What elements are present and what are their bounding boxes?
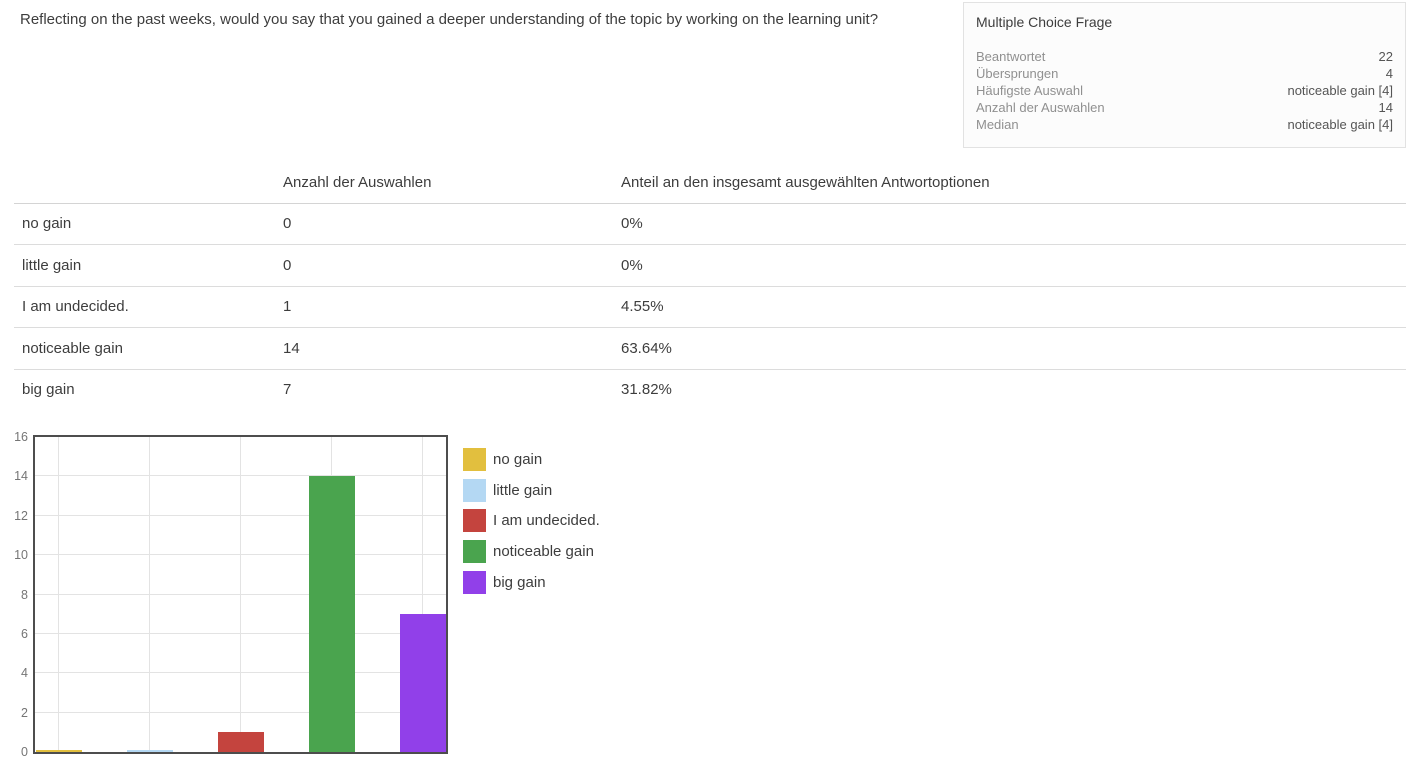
legend-item: little gain: [463, 478, 600, 502]
share-cell: 31.82%: [621, 381, 672, 399]
y-axis-label: 14: [14, 469, 28, 484]
legend-label: little gain: [493, 481, 553, 499]
y-axis: 0 2 4 6 8 10 12 14 16: [0, 430, 28, 759]
chart-legend: no gain little gain I am undecided. noti…: [463, 448, 600, 601]
stats-panel-title: Multiple Choice Frage: [976, 14, 1113, 30]
legend-label: no gain: [493, 451, 543, 468]
y-axis-label: 8: [21, 587, 28, 602]
stat-row: Median noticeable gain [4]: [976, 116, 1393, 133]
y-axis-label: 10: [14, 548, 28, 563]
gridline-vertical: [149, 437, 150, 752]
stats-panel: Multiple Choice Frage Beantwortet 22 Übe…: [963, 2, 1406, 148]
count-cell: 14: [283, 339, 300, 357]
share-cell: 0%: [621, 256, 643, 274]
stat-row: Anzahl der Auswahlen 14: [976, 99, 1393, 116]
stat-label: Häufigste Auswahl: [976, 83, 1083, 98]
stat-label: Beantwortet: [976, 49, 1046, 64]
legend-label: big gain: [493, 573, 546, 591]
legend-label: noticeable gain: [493, 543, 594, 561]
count-cell: 7: [283, 381, 292, 399]
option-cell: I am undecided.: [22, 298, 129, 316]
stat-row: Übersprungen 4: [976, 65, 1393, 82]
table-header-row: Anzahl der Auswahlen Anteil an den insge…: [14, 162, 1406, 203]
option-cell: no gain: [22, 215, 72, 233]
share-cell: 0%: [621, 215, 643, 233]
stat-label: Anzahl der Auswahlen: [976, 100, 1105, 115]
y-axis-label: 6: [21, 626, 28, 641]
option-cell: big gain: [22, 381, 75, 399]
count-cell: 1: [283, 298, 292, 316]
y-axis-label: 0: [21, 745, 28, 759]
bar-noticeable-gain[interactable]: [308, 476, 355, 752]
share-cell: 4.55%: [621, 298, 664, 316]
stat-label: Median: [976, 117, 1019, 132]
stat-row: Häufigste Auswahl noticeable gain [4]: [976, 82, 1393, 99]
legend-color-swatch: [463, 509, 486, 533]
y-axis-label: 16: [14, 430, 28, 444]
bar-little-gain[interactable]: [126, 750, 173, 752]
legend-label: I am undecided.: [493, 512, 600, 530]
stat-value: noticeable gain [4]: [1287, 117, 1393, 132]
bar-chart-plot-area: [33, 435, 448, 754]
stat-label: Übersprungen: [976, 66, 1059, 81]
option-cell: noticeable gain: [22, 339, 123, 357]
y-axis-label: 12: [14, 508, 28, 523]
table-row: noticeable gain 14 63.64%: [14, 328, 1406, 369]
legend-item: I am undecided.: [463, 509, 600, 533]
legend-color-swatch: [463, 540, 486, 564]
legend-item: noticeable gain: [463, 540, 600, 564]
count-cell: 0: [283, 215, 292, 233]
option-cell: little gain: [22, 256, 82, 274]
stat-value: 14: [1378, 100, 1393, 115]
question-text: Reflecting on the past weeks, would you …: [20, 11, 879, 28]
legend-item: big gain: [463, 570, 600, 594]
y-axis-label: 2: [21, 705, 28, 720]
legend-color-swatch: [463, 448, 486, 471]
gridline-vertical: [422, 437, 423, 752]
legend-color-swatch: [463, 478, 486, 502]
gridline-vertical: [58, 437, 59, 752]
bar-big-gain[interactable]: [399, 614, 446, 752]
legend-item: no gain: [463, 448, 600, 471]
results-table: Anzahl der Auswahlen Anteil an den insge…: [14, 162, 1406, 410]
stat-value: 22: [1378, 49, 1393, 64]
column-header-share: Anteil an den insgesamt ausgewählten Ant…: [621, 173, 990, 191]
legend-color-swatch: [463, 570, 486, 594]
stat-value: 4: [1385, 66, 1393, 81]
column-header-count: Anzahl der Auswahlen: [283, 173, 432, 191]
share-cell: 63.64%: [621, 339, 672, 357]
table-row: big gain 7 31.82%: [14, 369, 1406, 410]
stat-row: Beantwortet 22: [976, 48, 1393, 65]
column-header-option: [14, 162, 275, 203]
table-row: no gain 0 0%: [14, 203, 1406, 245]
y-axis-label: 4: [21, 666, 28, 681]
table-row: I am undecided. 1 4.55%: [14, 286, 1406, 328]
gridline-vertical: [240, 437, 241, 752]
table-row: little gain 0 0%: [14, 245, 1406, 286]
bar-no-gain[interactable]: [35, 750, 82, 752]
bar-i-am-undecided[interactable]: [217, 732, 264, 752]
stat-value: noticeable gain [4]: [1287, 83, 1393, 98]
count-cell: 0: [283, 256, 292, 274]
